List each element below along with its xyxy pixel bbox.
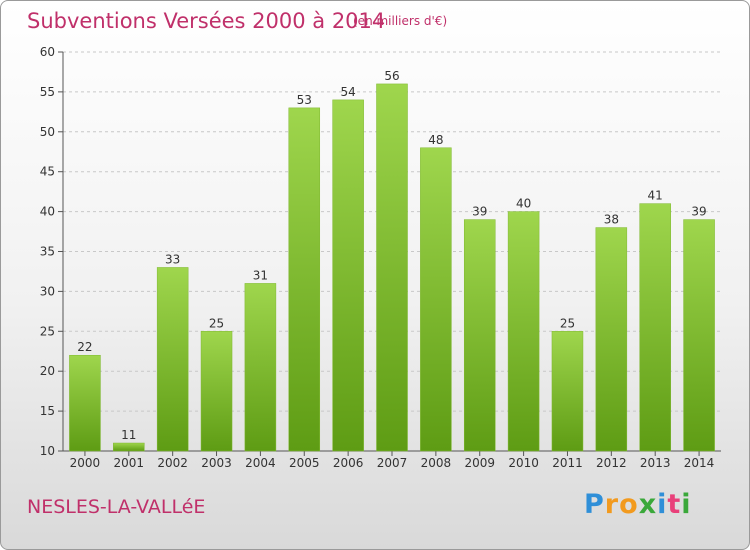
chart-subtitle: (en milliers d'€) bbox=[353, 14, 448, 28]
y-tick-label: 60 bbox=[40, 45, 55, 59]
bar-2000 bbox=[69, 354, 101, 452]
bar-2005 bbox=[288, 107, 321, 452]
y-tick-label: 20 bbox=[40, 364, 55, 378]
x-tick-label: 2005 bbox=[289, 456, 320, 470]
y-tick-label: 45 bbox=[40, 165, 55, 179]
bar-2001 bbox=[113, 442, 145, 452]
data-label: 39 bbox=[472, 205, 487, 219]
x-tick-label: 2011 bbox=[552, 456, 583, 470]
logo-letter: x bbox=[638, 489, 658, 520]
data-label: 48 bbox=[428, 133, 443, 147]
y-tick-label: 30 bbox=[40, 284, 55, 298]
bar-2010 bbox=[507, 211, 540, 452]
x-tick-label: 2010 bbox=[508, 456, 539, 470]
x-tick-label: 2000 bbox=[70, 456, 101, 470]
x-tick-label: 2009 bbox=[464, 456, 495, 470]
bar-2014 bbox=[683, 219, 715, 452]
data-label: 38 bbox=[604, 213, 619, 227]
x-tick-label: 2003 bbox=[201, 456, 232, 470]
bar-2007 bbox=[376, 83, 408, 452]
bar-2012 bbox=[595, 227, 628, 452]
y-tick-label: 40 bbox=[40, 205, 55, 219]
y-tick-label: 35 bbox=[40, 245, 55, 259]
x-tick-label: 2004 bbox=[245, 456, 276, 470]
bar-2006 bbox=[332, 99, 364, 452]
bar-2003 bbox=[200, 331, 233, 452]
commune-name: NESLES-LA-VALLéE bbox=[27, 496, 206, 518]
x-tick-label: 2013 bbox=[640, 456, 671, 470]
y-tick-label: 10 bbox=[40, 444, 55, 458]
bar-2011 bbox=[551, 331, 584, 452]
bar-2004 bbox=[244, 283, 277, 452]
y-tick-label: 25 bbox=[40, 324, 55, 338]
bar-2008 bbox=[420, 147, 452, 452]
bars bbox=[69, 83, 715, 452]
bar-2013 bbox=[639, 203, 671, 452]
data-label: 39 bbox=[691, 205, 706, 219]
data-label: 56 bbox=[384, 69, 399, 83]
y-tick-label: 15 bbox=[40, 404, 55, 418]
x-tick-label: 2012 bbox=[596, 456, 627, 470]
data-label: 40 bbox=[516, 197, 531, 211]
logo-letter: r bbox=[604, 489, 620, 520]
data-label: 54 bbox=[340, 85, 355, 99]
data-label: 33 bbox=[165, 252, 180, 266]
x-tick-label: 2007 bbox=[377, 456, 408, 470]
data-label: 41 bbox=[648, 189, 663, 203]
data-label: 25 bbox=[209, 316, 224, 330]
x-tick-label: 2014 bbox=[684, 456, 715, 470]
x-tick-label: 2006 bbox=[333, 456, 364, 470]
logo-letter: P bbox=[584, 489, 605, 520]
y-tick-label: 50 bbox=[40, 125, 55, 139]
data-label: 25 bbox=[560, 316, 575, 330]
data-label: 22 bbox=[77, 340, 92, 354]
data-label: 11 bbox=[121, 428, 136, 442]
x-tick-label: 2002 bbox=[157, 456, 188, 470]
bar-2009 bbox=[463, 219, 496, 452]
proxiti-logo[interactable]: Proxiti bbox=[584, 489, 692, 520]
y-tick-label: 55 bbox=[40, 85, 55, 99]
x-tick-label: 2008 bbox=[421, 456, 452, 470]
bar-2002 bbox=[156, 267, 189, 452]
chart-title: Subventions Versées 2000 à 2014 bbox=[27, 9, 386, 33]
logo-letter: i bbox=[657, 489, 668, 520]
logo-letter: i bbox=[681, 489, 692, 520]
data-label: 31 bbox=[253, 268, 268, 282]
x-tick-label: 2001 bbox=[114, 456, 145, 470]
logo-letter: t bbox=[667, 489, 682, 520]
labels: 10 15 20 25 30 35 40 45 50 55 60 22 2000 11 2001 33 2002… bbox=[40, 45, 715, 470]
data-label: 53 bbox=[297, 93, 312, 107]
logo-letter: o bbox=[619, 489, 639, 520]
